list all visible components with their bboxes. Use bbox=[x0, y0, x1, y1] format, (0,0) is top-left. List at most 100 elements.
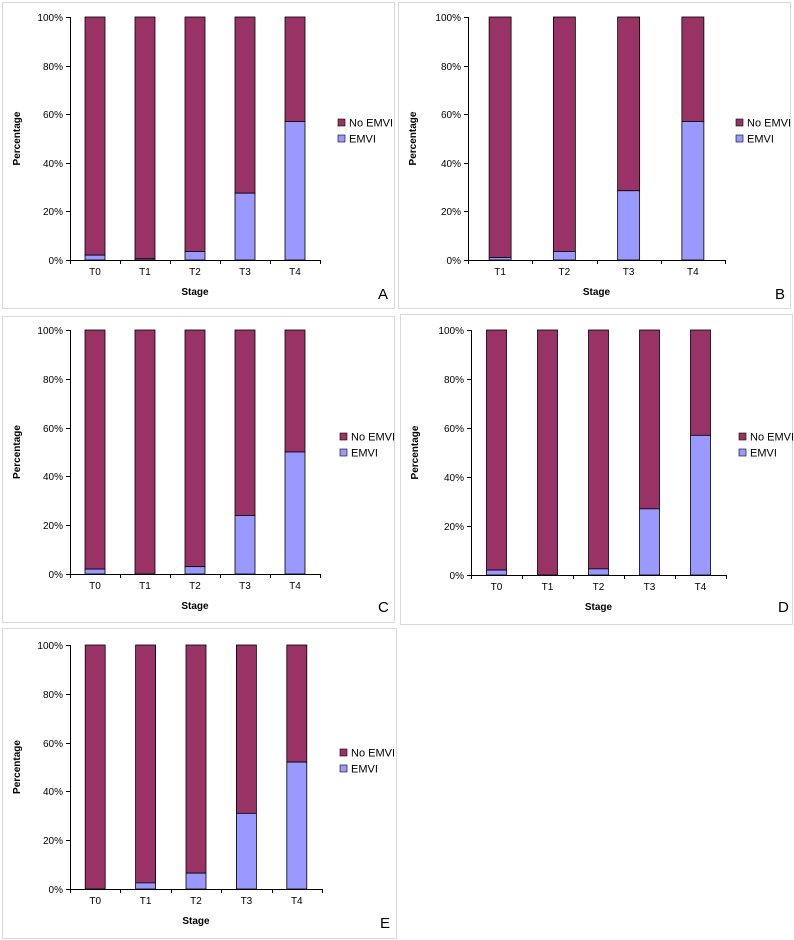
panel-c-y-tick-label: 80% bbox=[43, 375, 63, 386]
panel-e-y-tick-label: 60% bbox=[43, 739, 63, 750]
panel-a-bar-emvi-t2 bbox=[185, 251, 205, 260]
panel-c-bar-no-emvi-t2 bbox=[185, 330, 205, 567]
panel-d-x-tick-label: T1 bbox=[542, 582, 554, 593]
panel-e-x-tick-label: T0 bbox=[89, 896, 101, 907]
panel-d-y-tick-label: 40% bbox=[444, 473, 464, 484]
panel-c-x-axis-title: Stage bbox=[181, 601, 209, 612]
panel-c-y-tick-label: 100% bbox=[37, 326, 63, 337]
panel-d-bar-emvi-t0 bbox=[487, 570, 507, 575]
panel-b-legend-swatch bbox=[736, 119, 743, 126]
panel-c-x-tick-label: T1 bbox=[139, 581, 151, 592]
panel-d-legend-swatch bbox=[739, 449, 746, 456]
panel-a-y-axis-title: Percentage bbox=[12, 111, 23, 165]
panel-e-bar-no-emvi-t3 bbox=[236, 645, 256, 813]
panel-d-bar-no-emvi-t1 bbox=[538, 330, 558, 575]
panel-c-x-tick-label: T3 bbox=[239, 581, 251, 592]
panel-e-x-tick-label: T2 bbox=[190, 896, 202, 907]
panel-d-x-tick-label: T0 bbox=[491, 582, 503, 593]
panel-e-x-tick-label: T1 bbox=[140, 896, 152, 907]
panel-d-y-tick-label: 0% bbox=[450, 571, 465, 582]
panel-a-y-tick-label: 0% bbox=[49, 256, 64, 267]
panel-a-bar-no-emvi-t3 bbox=[235, 17, 255, 193]
panel-c-legend-label: EMVI bbox=[351, 448, 378, 460]
panel-b-x-tick-label: T1 bbox=[494, 267, 506, 278]
panel-b-bar-no-emvi-t2 bbox=[553, 17, 575, 251]
panel-e-bar-emvi-t2 bbox=[186, 873, 206, 889]
panel-c-chart: 0%20%40%60%80%100%T0 T1 T2 T3 T4StagePercent… bbox=[3, 317, 396, 623]
panel-a-bar-emvi-t0 bbox=[85, 255, 105, 260]
panel-d-chart: 0% 20% 40% 60% 80% 100% T0 T1 T2 T3 T4 Stage Percent… bbox=[401, 315, 794, 625]
panel-d-bar-no-emvi-t3 bbox=[640, 330, 660, 509]
panel-d-y-tick-label: 100% bbox=[438, 326, 464, 337]
panel-e-y-tick-label: 100% bbox=[37, 641, 63, 652]
panel-c-letter: C bbox=[378, 599, 389, 616]
panel-b-legend-swatch bbox=[736, 135, 743, 142]
panel-c-x-tick-label: T2 bbox=[189, 581, 201, 592]
panel-d-bar-emvi-t3 bbox=[640, 509, 660, 575]
panel-c-bar-no-emvi-t4 bbox=[285, 330, 305, 452]
panel-c-bar-emvi-t3 bbox=[235, 515, 255, 574]
panel-a-bar-emvi-t1 bbox=[135, 259, 155, 260]
panel-e-y-tick-label: 20% bbox=[43, 836, 63, 847]
panel-c-y-axis-title: Percentage bbox=[12, 425, 23, 479]
panel-d-y-axis-title: Percentage bbox=[410, 425, 421, 479]
panel-a-bar-no-emvi-t4 bbox=[285, 17, 305, 121]
panel-e-y-tick-label: 40% bbox=[43, 787, 63, 798]
panel-a-x-tick-label: T4 bbox=[289, 267, 301, 278]
panel-d-x-tick-label: T2 bbox=[593, 582, 605, 593]
panel-b-bar-emvi-t4 bbox=[682, 121, 704, 260]
panel-a-y-tick-label: 40% bbox=[43, 159, 63, 170]
panel-d-bar-no-emvi-t2 bbox=[589, 330, 609, 569]
panel-d-x-tick-label: T4 bbox=[695, 582, 707, 593]
panel-c-x-tick-label: T0 bbox=[89, 581, 101, 592]
panel-b-bar-no-emvi-t3 bbox=[618, 17, 640, 191]
panel-c-y-tick-label: 60% bbox=[43, 424, 63, 435]
panel-b-y-tick-label: 60% bbox=[441, 110, 461, 121]
panel-d-legend-label: EMVI bbox=[750, 448, 777, 460]
panel-e-bar-no-emvi-t0 bbox=[85, 645, 105, 889]
panel-a-legend-label: No EMVI bbox=[349, 118, 393, 130]
panel-e-x-axis-title: Stage bbox=[182, 916, 210, 927]
panel-d-y-tick-label: 20% bbox=[444, 522, 464, 533]
panel-b-y-tick-label: 40% bbox=[441, 159, 461, 170]
panel-e-bar-no-emvi-t2 bbox=[186, 645, 206, 873]
panel-c-bar-emvi-t2 bbox=[185, 567, 205, 574]
panel-e-chart: 0% 20% 40% 60% 80% 100% T0 T1 T2 T3 T4 Stage Percent… bbox=[3, 629, 397, 939]
panel-e-legend-label: EMVI bbox=[351, 764, 378, 776]
panel-b-y-tick-label: 100% bbox=[435, 13, 461, 24]
panel-b-y-tick-label: 20% bbox=[441, 207, 461, 218]
panel-e-y-tick-label: 0% bbox=[49, 885, 64, 896]
panel-d-bar-no-emvi-t0 bbox=[487, 330, 507, 570]
panel-e-legend-label: No EMVI bbox=[351, 748, 395, 760]
panel-a-y-tick-label: 80% bbox=[43, 62, 63, 73]
panel-a-x-axis-title: Stage bbox=[181, 287, 209, 298]
panel-a-y-tick-label: 20% bbox=[43, 207, 63, 218]
panel-e-bar-no-emvi-t1 bbox=[136, 645, 156, 883]
panel-b-bar-emvi-t1 bbox=[489, 258, 511, 260]
panel-b-x-axis-title: Stage bbox=[583, 287, 611, 298]
panel-d-letter: D bbox=[778, 599, 789, 616]
panel-b-x-tick-label: T2 bbox=[559, 267, 571, 278]
panel-a-bar-no-emvi-t2 bbox=[185, 17, 205, 251]
panel-d-x-axis-title: Stage bbox=[585, 602, 613, 613]
panel-b-bar-no-emvi-t1 bbox=[489, 17, 511, 258]
panel-e-bar-emvi-t1 bbox=[136, 883, 156, 889]
panel-c-bar-no-emvi-t1 bbox=[135, 330, 155, 574]
panel-e-bar-emvi-t4 bbox=[287, 762, 307, 889]
panel-c-y-tick-label: 40% bbox=[43, 472, 63, 483]
panel-a-y-tick-label: 60% bbox=[43, 110, 63, 121]
panel-a-y-tick-label: 100% bbox=[37, 13, 63, 24]
figure-canvas: 0% 20% 40% 60% 80% 100% T0 T1 T2 T3 T4 Stage Percent… bbox=[0, 0, 794, 940]
panel-a-legend-label: EMVI bbox=[349, 134, 376, 146]
panel-a-bar-emvi-t4 bbox=[285, 121, 305, 260]
panel-b-y-axis-title: Percentage bbox=[408, 111, 419, 165]
panel-a-chart: 0% 20% 40% 60% 80% 100% T0 T1 T2 T3 T4 Stage Percent… bbox=[3, 3, 395, 309]
panel-a-bar-emvi-t3 bbox=[235, 193, 255, 260]
panel-e-legend-swatch bbox=[340, 749, 347, 756]
panel-a-legend-swatch bbox=[338, 135, 345, 142]
panel-e-legend-swatch bbox=[340, 765, 347, 772]
panel-a-x-tick-label: T2 bbox=[189, 267, 201, 278]
panel-d-legend-swatch bbox=[739, 433, 746, 440]
panel-e-letter: E bbox=[380, 915, 390, 932]
panel-e-y-tick-label: 80% bbox=[43, 690, 63, 701]
